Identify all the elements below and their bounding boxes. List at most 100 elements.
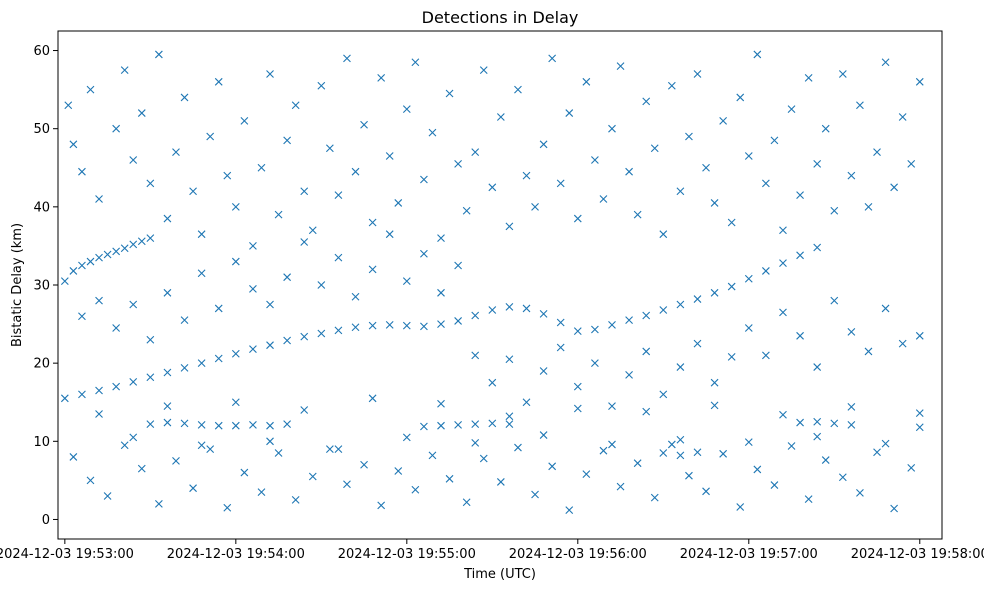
data-point <box>659 306 668 314</box>
data-point <box>744 324 753 332</box>
data-point <box>454 317 462 325</box>
data-point <box>95 386 103 395</box>
data-point <box>856 101 864 110</box>
data-point <box>531 490 539 499</box>
data-point <box>420 422 428 431</box>
data-point <box>189 187 197 196</box>
data-point <box>573 382 582 391</box>
data-point <box>830 296 839 305</box>
data-point <box>283 136 292 145</box>
data-point <box>496 478 505 486</box>
data-point <box>710 199 719 207</box>
data-point <box>830 206 839 215</box>
data-point <box>744 274 753 283</box>
data-point <box>428 128 437 137</box>
data-point <box>890 183 899 192</box>
data-point <box>676 435 685 444</box>
data-point <box>719 449 728 458</box>
data-point <box>779 410 787 419</box>
data-point <box>838 473 847 482</box>
data-point <box>471 420 480 429</box>
data-point <box>437 399 445 408</box>
data-point <box>710 288 719 297</box>
data-point <box>685 132 693 141</box>
data-point <box>214 77 223 86</box>
data-point <box>650 493 659 502</box>
data-point <box>582 77 591 86</box>
data-point <box>505 222 514 231</box>
data-point <box>847 421 856 429</box>
data-point <box>206 445 215 454</box>
data-point <box>394 199 403 207</box>
data-point <box>78 312 86 321</box>
data-point <box>283 336 292 345</box>
data-point <box>479 66 488 74</box>
data-point <box>223 171 232 180</box>
data-point <box>847 171 856 180</box>
data-point <box>753 465 762 474</box>
data-point <box>761 179 770 188</box>
data-point <box>146 373 155 382</box>
y-tick-label: 0 <box>42 513 50 528</box>
data-point <box>881 439 890 448</box>
data-point <box>283 273 292 282</box>
x-axis-ticks: 2024-12-03 19:53:00 2024-12-03 19:54:00 20… <box>0 539 984 562</box>
data-point <box>402 321 411 330</box>
data-point <box>676 451 685 460</box>
data-point <box>787 105 796 114</box>
data-point <box>864 202 873 211</box>
data-point <box>488 183 497 192</box>
chart-title: Detections in Delay <box>422 8 579 27</box>
data-point <box>488 378 497 387</box>
y-axis-label: Bistatic Delay (km) <box>10 223 25 347</box>
data-point <box>642 311 651 320</box>
data-point <box>642 97 651 106</box>
x-tick-label: 2024-12-03 19:56:00 <box>509 547 647 562</box>
data-point <box>659 230 668 239</box>
data-point <box>676 363 685 371</box>
data-point <box>488 419 497 428</box>
y-tick-label: 40 <box>33 200 50 215</box>
data-point <box>573 214 582 223</box>
data-point <box>266 300 274 309</box>
data-point <box>249 285 257 293</box>
data-point <box>659 390 668 399</box>
data-point <box>761 351 770 360</box>
data-points <box>60 50 924 514</box>
data-point <box>377 74 386 82</box>
data-point <box>283 420 292 429</box>
data-point <box>60 394 69 403</box>
data-point <box>591 156 599 164</box>
data-point <box>197 230 206 239</box>
data-point <box>505 355 514 364</box>
data-point <box>710 401 719 410</box>
data-point <box>146 234 155 242</box>
data-point <box>214 354 223 363</box>
data-point <box>163 418 172 427</box>
data-point <box>300 238 309 246</box>
data-point <box>86 85 95 94</box>
data-point <box>402 433 411 442</box>
x-tick-label: 2024-12-03 19:53:00 <box>0 547 134 562</box>
data-point <box>291 496 300 504</box>
plot-frame <box>57 30 943 540</box>
data-point <box>137 464 146 473</box>
data-point <box>69 140 78 149</box>
data-point <box>907 159 916 168</box>
data-point <box>813 417 822 426</box>
data-point <box>727 282 736 291</box>
y-tick-label: 60 <box>33 44 50 59</box>
data-point <box>402 105 411 114</box>
data-point <box>599 195 608 203</box>
data-point <box>881 304 890 313</box>
data-point <box>411 58 420 67</box>
data-point <box>69 267 78 275</box>
data-point <box>334 326 343 335</box>
data-point <box>197 441 206 450</box>
data-point <box>411 485 420 494</box>
data-point <box>616 482 625 491</box>
data-point <box>787 442 796 450</box>
data-point <box>779 308 787 317</box>
